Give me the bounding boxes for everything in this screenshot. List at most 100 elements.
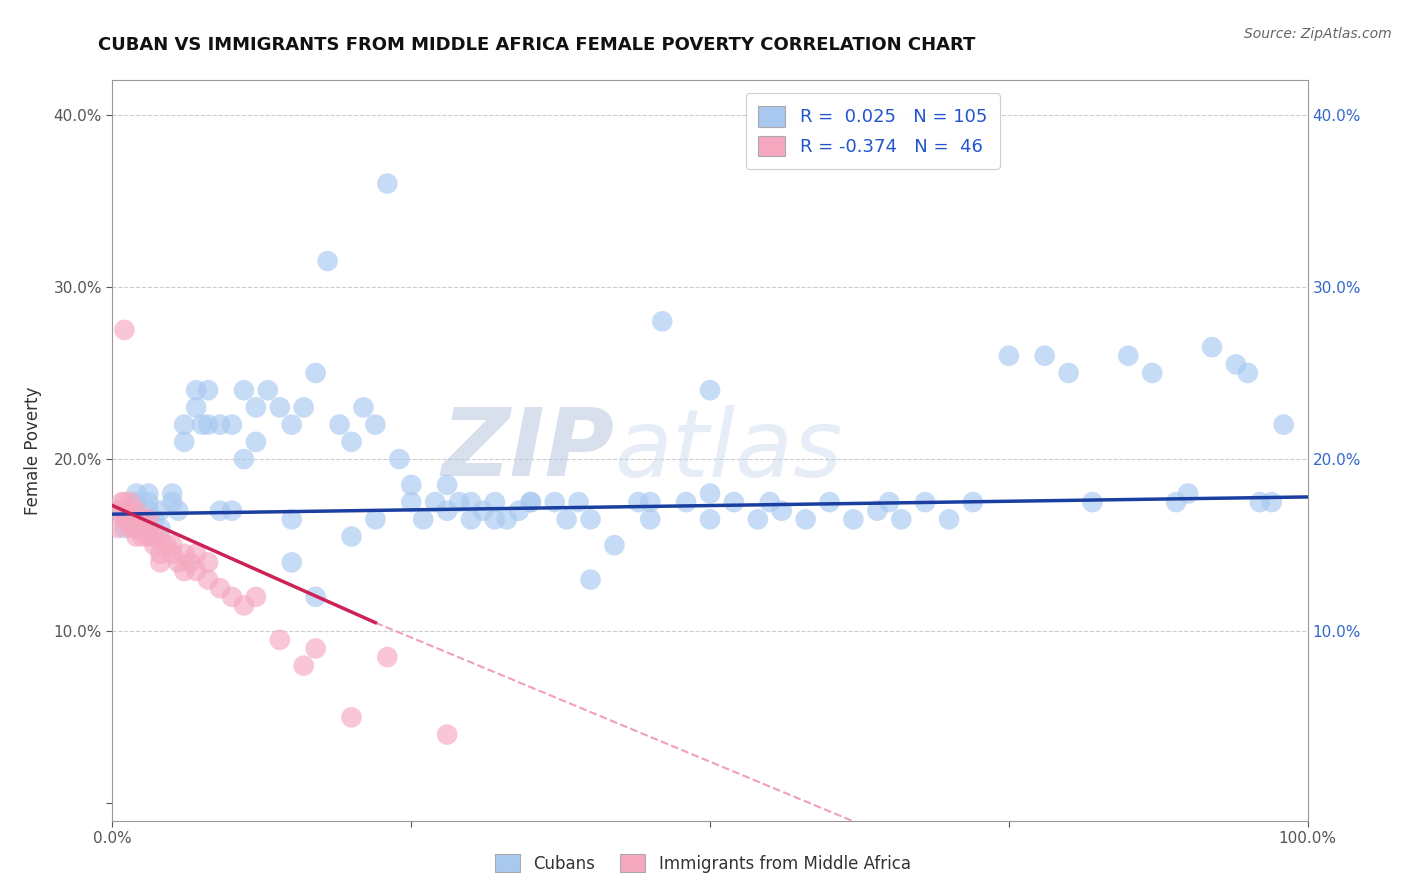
Point	[340, 710, 363, 724]
Point	[131, 530, 153, 544]
Point	[125, 504, 148, 518]
Point	[436, 727, 458, 741]
Point	[484, 512, 506, 526]
Point	[460, 512, 482, 526]
Point	[162, 495, 183, 509]
Point	[1237, 366, 1260, 380]
Text: atlas: atlas	[614, 405, 842, 496]
Point	[257, 383, 280, 397]
Point	[842, 512, 865, 526]
Point	[186, 547, 208, 561]
Point	[114, 504, 135, 518]
Point	[125, 530, 148, 544]
Point	[269, 401, 291, 415]
Point	[962, 495, 984, 509]
Point	[1142, 366, 1164, 380]
Point	[138, 495, 160, 509]
Point	[167, 504, 190, 518]
Point	[131, 512, 153, 526]
Point	[1081, 495, 1104, 509]
Point	[305, 590, 328, 604]
Point	[131, 512, 153, 526]
Point	[120, 521, 142, 535]
Point	[1177, 486, 1199, 500]
Point	[115, 512, 138, 526]
Point	[401, 495, 423, 509]
Point	[107, 504, 129, 518]
Point	[938, 512, 960, 526]
Point	[138, 504, 160, 518]
Point	[125, 486, 148, 500]
Point	[107, 504, 129, 518]
Point	[221, 590, 243, 604]
Point	[340, 434, 363, 449]
Point	[447, 495, 470, 509]
Point	[818, 495, 841, 509]
Point	[377, 177, 399, 191]
Point	[770, 504, 793, 518]
Point	[143, 512, 166, 526]
Point	[125, 521, 148, 535]
Point	[1033, 349, 1056, 363]
Point	[484, 495, 506, 509]
Point	[149, 504, 172, 518]
Point	[759, 495, 782, 509]
Point	[197, 383, 219, 397]
Point	[1272, 417, 1295, 432]
Legend: Cubans, Immigrants from Middle Africa: Cubans, Immigrants from Middle Africa	[488, 847, 918, 880]
Point	[316, 254, 339, 268]
Point	[197, 417, 219, 432]
Point	[914, 495, 936, 509]
Point	[138, 486, 160, 500]
Point	[460, 495, 482, 509]
Point	[209, 504, 232, 518]
Point	[377, 650, 399, 665]
Point	[120, 495, 142, 509]
Point	[138, 512, 160, 526]
Point	[114, 323, 135, 337]
Point	[125, 512, 148, 526]
Point	[1261, 495, 1284, 509]
Point	[111, 495, 134, 509]
Point	[1225, 357, 1247, 371]
Point	[579, 512, 602, 526]
Point	[245, 401, 267, 415]
Point	[412, 512, 434, 526]
Point	[197, 573, 219, 587]
Point	[173, 417, 195, 432]
Point	[191, 417, 214, 432]
Point	[173, 564, 195, 578]
Point	[120, 504, 142, 518]
Point	[245, 434, 267, 449]
Point	[890, 512, 912, 526]
Point	[1249, 495, 1271, 509]
Point	[496, 512, 519, 526]
Point	[149, 555, 172, 569]
Point	[162, 538, 183, 552]
Point	[436, 478, 458, 492]
Point	[209, 581, 232, 595]
Point	[520, 495, 543, 509]
Point	[120, 504, 142, 518]
Point	[114, 521, 135, 535]
Point	[998, 349, 1021, 363]
Point	[352, 401, 374, 415]
Point	[555, 512, 578, 526]
Point	[425, 495, 447, 509]
Point	[179, 555, 201, 569]
Point	[197, 555, 219, 569]
Point	[436, 504, 458, 518]
Point	[879, 495, 901, 509]
Point	[364, 512, 387, 526]
Text: ZIP: ZIP	[441, 404, 614, 497]
Point	[699, 512, 721, 526]
Point	[292, 401, 315, 415]
Point	[472, 504, 495, 518]
Point	[1118, 349, 1140, 363]
Point	[149, 547, 172, 561]
Point	[281, 512, 304, 526]
Point	[640, 512, 662, 526]
Point	[167, 555, 190, 569]
Point	[143, 530, 166, 544]
Text: CUBAN VS IMMIGRANTS FROM MIDDLE AFRICA FEMALE POVERTY CORRELATION CHART: CUBAN VS IMMIGRANTS FROM MIDDLE AFRICA F…	[98, 36, 976, 54]
